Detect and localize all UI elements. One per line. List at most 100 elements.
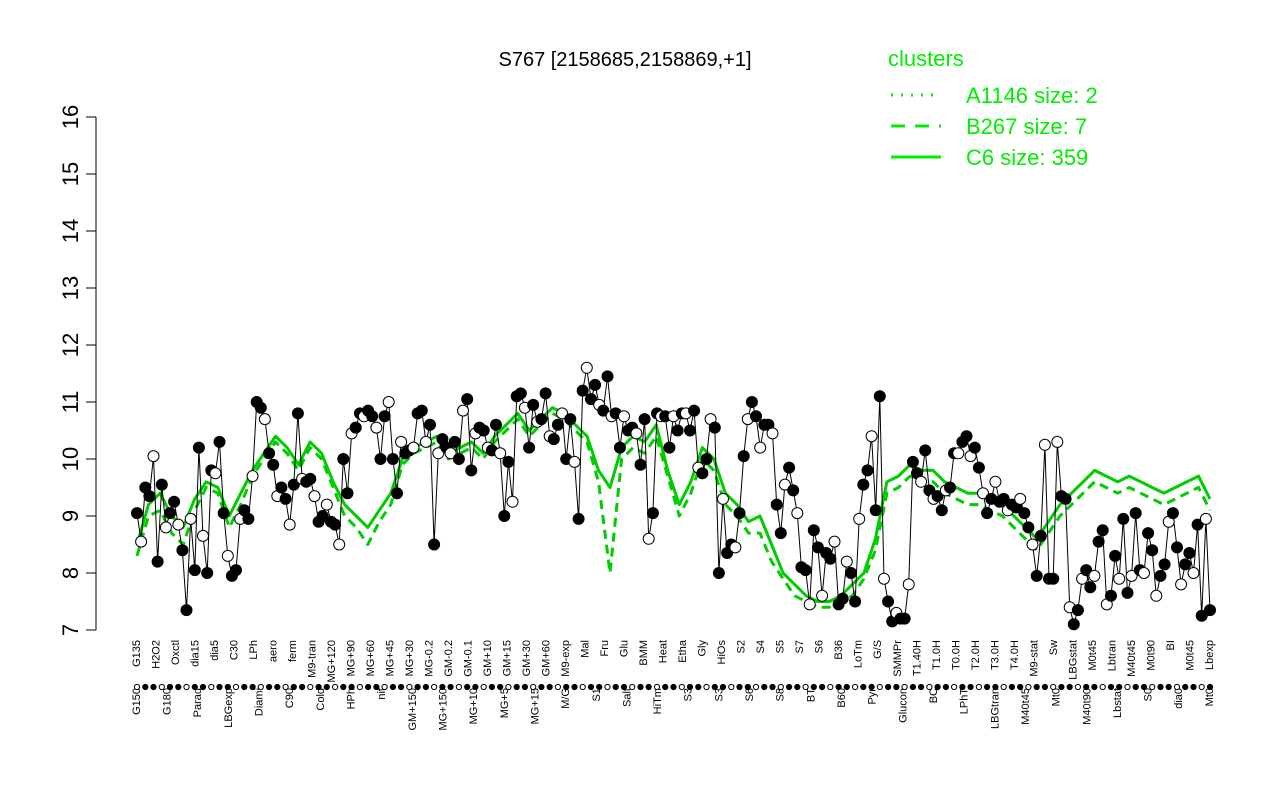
data-point [263,447,276,460]
rug-mark [662,683,669,691]
legend-label-a1146: A1146 size: 2 [966,83,1098,108]
data-point [1109,549,1122,562]
data-point [989,475,1002,488]
data-point [952,447,965,460]
data-point [1204,604,1216,617]
y-tick-label: 14 [58,219,83,243]
data-point [799,564,812,577]
data-point [329,518,342,531]
rug-mark [1091,683,1098,691]
data-point [1071,604,1084,617]
y-tick-label: 10 [58,447,83,471]
rug-mark [241,683,248,691]
x-tick-label: Lbstat [1112,688,1124,718]
data-point [613,441,626,454]
rug-mark [133,683,141,691]
rug-mark [1107,683,1115,691]
x-tick-label: G180 [162,688,174,715]
y-tick-label: 13 [58,276,83,300]
data-point [407,441,420,454]
data-point [708,421,721,434]
data-point [444,447,457,460]
rug-mark [1182,683,1189,691]
x-tick-label: S7 [794,640,806,653]
rug-mark [802,683,809,691]
data-point [618,410,630,423]
rug-mark [1132,683,1139,691]
data-point [457,404,469,417]
x-tick-label: MG+150 [438,688,450,731]
data-point [155,478,168,491]
data-point [291,407,304,420]
rug-mark [299,683,306,691]
data-point [391,487,403,500]
data-point [750,410,762,423]
data-point [712,567,725,579]
rug-mark [381,683,388,691]
data-point [246,470,259,483]
data-point [931,490,944,503]
data-point [547,433,560,446]
rug-mark [612,683,619,691]
rug-mark [852,683,859,691]
rug-mark [926,683,933,691]
x-tick-label: Cold [315,688,327,711]
rug-mark [629,683,636,691]
rug-mark [1190,683,1197,691]
data-point [370,421,383,434]
rug-mark [728,683,735,691]
x-tick-label: T1.0H [931,640,943,670]
x-tick-label: Mal [580,640,592,658]
data-point [1154,569,1167,582]
data-point [1047,572,1060,585]
data-point [168,495,181,508]
data-point [568,455,581,468]
data-point [589,378,602,391]
x-tick-label: SMMPr [892,640,904,677]
x-tick-label: Glucon [897,688,909,723]
x-tick-label: Heat [658,640,670,663]
x-tick-label: dia15 [189,640,201,667]
data-point [1059,492,1072,505]
rug-mark [348,683,355,691]
x-tick-label: G/S [872,640,884,659]
rug-mark [736,683,743,691]
data-point [527,398,540,411]
x-tick-label: BC [928,688,940,703]
x-tick-label: Gly [697,640,709,657]
x-tick-label: T2.0H [970,640,982,670]
rug-mark [398,683,405,691]
data-point [1034,529,1047,542]
data-point [634,458,647,471]
x-tick-label: MG+5 [499,688,511,718]
rug-mark [1165,683,1172,691]
data-point [1084,581,1097,594]
data-point [873,390,886,403]
y-tick-label: 8 [58,567,83,579]
data-point [452,453,465,465]
rug-mark [711,683,718,691]
x-tick-label: nit [376,688,388,700]
data-point [1018,507,1031,520]
data-point [836,592,849,605]
data-point [1121,586,1134,599]
data-point [671,424,684,437]
rug-mark [1058,683,1065,691]
rug-mark [769,683,776,691]
x-tick-labels: G135 H2O2 Oxctl dia15 dia5 C30 LPh aero ferm M9-t… [131,639,1216,730]
data-point [1080,564,1093,577]
rug-mark [323,683,330,691]
rug-mark [604,683,611,691]
data-point [230,564,242,577]
data-point [585,393,597,406]
data-point [131,507,143,520]
rug-mark [455,683,462,691]
data-point [783,461,796,474]
data-point [188,564,201,577]
rug-mark [158,683,165,691]
legend: clusters A1146 size: 2 B267 size: 7 C6 s… [888,46,1098,170]
x-tick-label: MG+120 [326,640,338,683]
x-tick-label: S6 [814,640,826,653]
rug-mark [967,683,974,691]
rug-mark [406,683,413,691]
